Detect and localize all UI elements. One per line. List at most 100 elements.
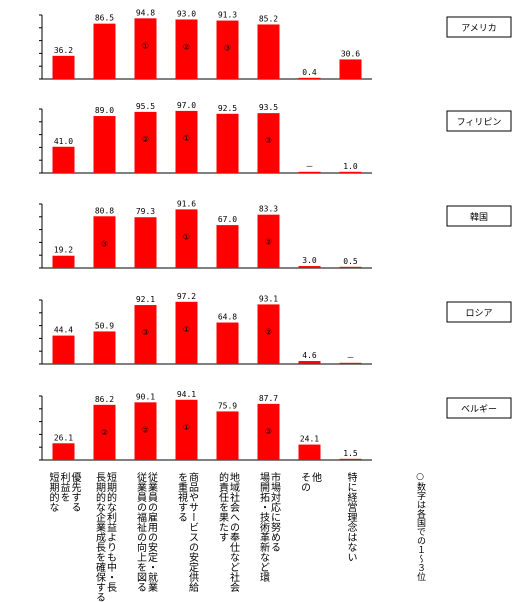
country-box: [446, 397, 512, 419]
data-label: 89.0: [95, 106, 114, 115]
country-box: [446, 16, 512, 38]
category-label: 特に経営理念はない: [345, 472, 357, 562]
data-label: 97.0: [177, 101, 196, 110]
category-label: 商品やサービスの安定供給: [187, 471, 199, 593]
country-box: [446, 205, 512, 227]
bar: [298, 361, 321, 364]
bar: [52, 55, 75, 79]
bar: [257, 403, 280, 460]
rank-label: ②: [101, 428, 108, 437]
panel-5: ベルギー 26.1 86.2 ② 90.1 ② 94.1 ① 75.9 87.7 ③ 24.1 1.5: [39, 390, 512, 461]
bar: [298, 266, 321, 268]
data-label: 36.2: [54, 46, 73, 55]
category-label: 短期的な: [47, 471, 59, 512]
rank-label: ③: [101, 239, 108, 248]
data-label: －: [306, 162, 314, 171]
data-label: 80.8: [95, 206, 114, 215]
bar: [216, 20, 239, 79]
bar: [52, 255, 75, 268]
rank-label: ②: [142, 425, 149, 434]
bar: [339, 362, 362, 364]
bar: [298, 444, 321, 460]
country-label: 韓国: [470, 212, 488, 223]
rank-label: ①: [142, 41, 149, 50]
rank-footnote: ○数字は各国での１～３位: [415, 472, 426, 582]
data-label: 50.9: [95, 321, 114, 330]
bar: [134, 217, 157, 268]
rank-label: ②: [183, 42, 190, 51]
category-label: 的責任を果たす: [217, 471, 229, 542]
bar: [134, 402, 157, 460]
bar: [52, 335, 75, 364]
data-label: 85.2: [259, 14, 278, 23]
category-label: 利益を: [58, 472, 70, 502]
data-label: 24.1: [300, 435, 319, 444]
bar: [134, 18, 157, 79]
data-label: 86.2: [95, 395, 114, 404]
rank-label: ③: [265, 427, 272, 436]
bar: [298, 171, 321, 173]
bar: [52, 443, 75, 460]
data-label: 67.0: [218, 215, 237, 224]
bar: [257, 304, 280, 364]
data-label: 94.8: [136, 8, 155, 17]
bar: [52, 146, 75, 173]
rank-label: ③: [265, 136, 272, 145]
category-label: 短期的な利益よりも中・長: [105, 471, 117, 593]
bar: [93, 331, 116, 364]
rank-label: ①: [183, 423, 190, 432]
bar: [175, 209, 198, 268]
rank-label: ③: [142, 328, 149, 337]
data-label: 92.1: [136, 295, 155, 304]
data-label: 91.6: [177, 199, 196, 208]
rank-label: ①: [183, 134, 190, 143]
bar: [339, 171, 362, 173]
bar: [175, 19, 198, 79]
bar: [175, 110, 198, 173]
data-label: 0.4: [302, 68, 317, 77]
country-label: フィリピン: [457, 117, 502, 128]
bar: [93, 404, 116, 460]
category-label: 地域社会への奉仕など社会: [228, 471, 240, 593]
rank-label: ②: [142, 135, 149, 144]
bar: [257, 113, 280, 173]
bar: [93, 216, 116, 268]
bar: [339, 266, 362, 268]
bar: [175, 399, 198, 460]
data-label: 95.5: [136, 102, 155, 111]
bar: [216, 411, 239, 460]
country-box: [446, 301, 512, 323]
bar: [298, 77, 321, 79]
data-label: 97.2: [177, 292, 196, 301]
data-label: 41.0: [54, 137, 73, 146]
category-label: 長期的な企業成長を確保する: [94, 472, 106, 602]
rank-label: ③: [224, 44, 231, 53]
bar: [257, 214, 280, 268]
panel-2: フィリピン 41.0 89.0 95.5 ② 97.0 ① 92.5 93.5 ③ － 1.0: [39, 101, 512, 174]
category-label: 従業員の雇用の安定・就業: [146, 471, 158, 593]
category-label: を重視する: [176, 472, 188, 522]
data-label: 91.3: [218, 11, 237, 20]
bar: [216, 322, 239, 364]
data-label: 92.5: [218, 104, 237, 113]
bar: [257, 24, 280, 79]
data-label: 90.1: [136, 392, 155, 401]
data-label: 93.0: [177, 9, 196, 18]
panel-4: ロシア 44.4 50.9 92.1 ③ 97.2 ① 64.8 93.1 ② 4.6 －: [39, 292, 512, 365]
data-label: 64.8: [218, 313, 237, 322]
data-label: 75.9: [218, 401, 237, 410]
category-label: 他: [310, 471, 322, 483]
data-label: 93.5: [259, 103, 278, 112]
data-label: 3.0: [302, 256, 317, 265]
country-label: アメリカ: [461, 23, 497, 34]
category-label: 場開拓・技術革新など環: [258, 471, 270, 583]
bar: [134, 111, 157, 173]
category-label: 優先する: [69, 471, 81, 512]
data-label: 87.7: [259, 394, 278, 403]
bar: [216, 225, 239, 268]
bar: [93, 116, 116, 173]
data-label: 1.5: [343, 449, 358, 458]
country-label: ベルギー: [461, 404, 497, 415]
rank-label: ①: [183, 232, 190, 241]
data-label: 86.5: [95, 14, 114, 23]
